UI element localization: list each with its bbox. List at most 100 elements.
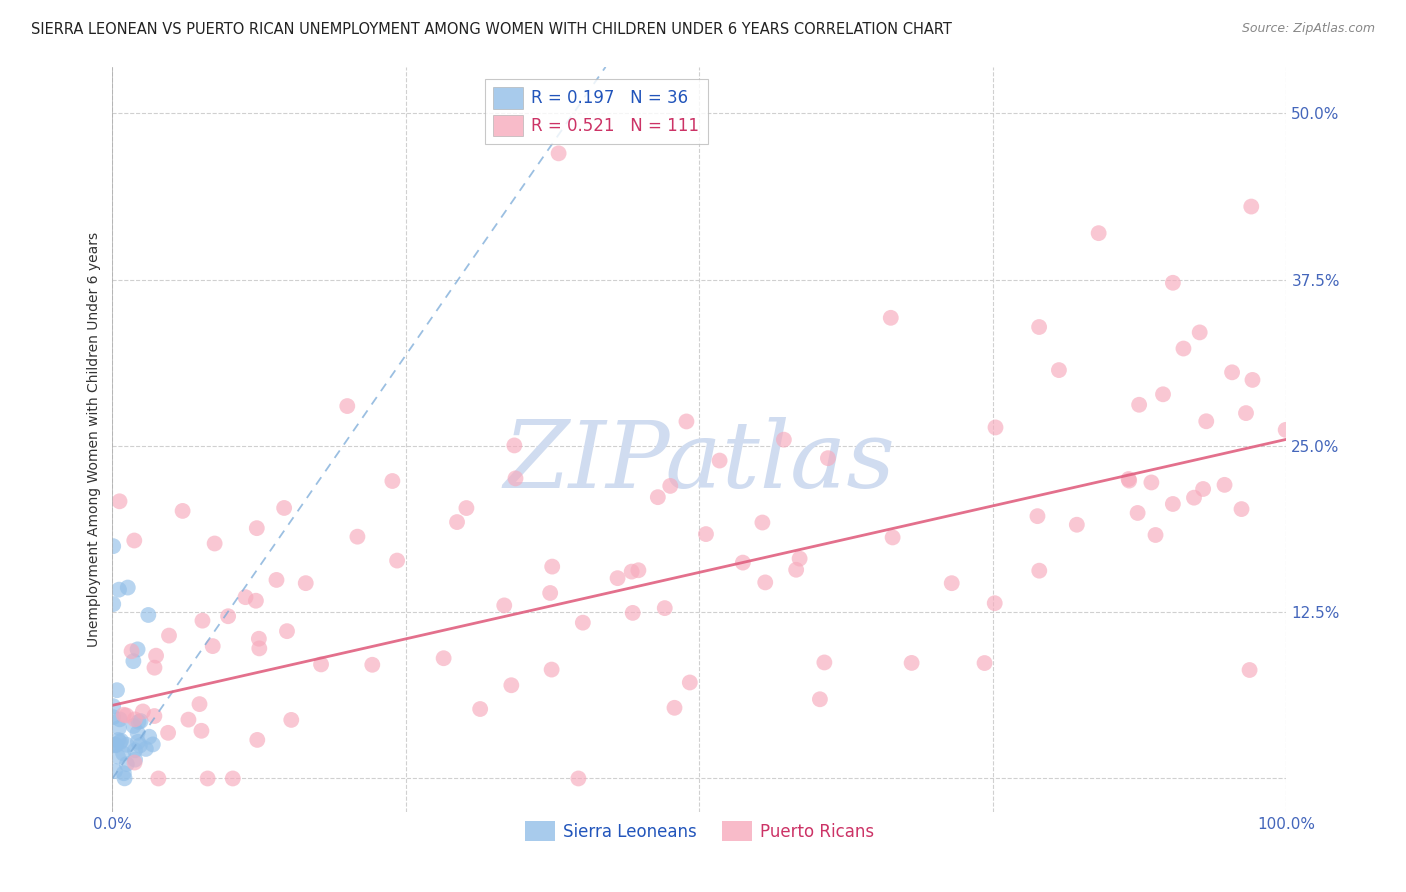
Point [456, 501, 478, 516]
Point [103, 597, 125, 611]
Point [222, 772, 245, 786]
Point [1234, 406, 1257, 420]
Point [115, 708, 138, 723]
Point [1188, 326, 1211, 340]
Point [882, 531, 904, 545]
Point [572, 615, 595, 630]
Point [112, 766, 135, 780]
Point [124, 533, 146, 548]
Point [538, 586, 561, 600]
Point [541, 559, 564, 574]
Point [135, 742, 157, 756]
Point [273, 500, 295, 515]
Point [731, 556, 754, 570]
Point [1274, 423, 1296, 437]
Point [505, 471, 527, 485]
Point [101, 699, 124, 714]
Point [235, 590, 257, 604]
Point [127, 735, 149, 749]
Point [190, 723, 212, 738]
Point [1173, 342, 1195, 356]
Point [1118, 472, 1140, 486]
Point [1241, 373, 1264, 387]
Point [108, 582, 131, 597]
Point [606, 571, 628, 585]
Point [984, 420, 1007, 434]
Point [1239, 663, 1261, 677]
Point [104, 764, 127, 778]
Point [191, 614, 214, 628]
Point [1220, 365, 1243, 379]
Point [659, 479, 682, 493]
Point [1140, 475, 1163, 490]
Point [107, 749, 129, 764]
Point [128, 739, 150, 753]
Point [785, 563, 807, 577]
Point [132, 705, 155, 719]
Point [143, 661, 166, 675]
Point [709, 453, 731, 467]
Point [122, 719, 145, 733]
Point [675, 414, 697, 428]
Point [104, 739, 127, 753]
Point [1152, 387, 1174, 401]
Point [664, 700, 686, 714]
Point [110, 733, 132, 747]
Point [813, 656, 835, 670]
Point [621, 606, 644, 620]
Point [309, 657, 332, 672]
Point [789, 551, 811, 566]
Point [1240, 200, 1263, 214]
Point [647, 490, 669, 504]
Point [217, 609, 239, 624]
Point [108, 494, 131, 508]
Point [143, 709, 166, 723]
Point [1028, 564, 1050, 578]
Point [124, 753, 146, 767]
Point [115, 738, 138, 752]
Point [336, 399, 359, 413]
Point [679, 675, 702, 690]
Point [247, 632, 270, 646]
Point [157, 726, 180, 740]
Point [567, 772, 589, 786]
Point [129, 714, 152, 728]
Point [1161, 497, 1184, 511]
Point [1230, 502, 1253, 516]
Point [361, 657, 384, 672]
Y-axis label: Unemployment Among Women with Children Under 6 years: Unemployment Among Women with Children U… [87, 232, 101, 647]
Point [754, 575, 776, 590]
Point [124, 712, 146, 726]
Point [1192, 482, 1215, 496]
Point [101, 539, 124, 553]
Point [446, 515, 468, 529]
Point [973, 656, 995, 670]
Point [1026, 509, 1049, 524]
Point [983, 596, 1005, 610]
Point [204, 536, 226, 550]
Point [817, 451, 839, 466]
Point [547, 146, 569, 161]
Point [1047, 363, 1070, 377]
Point [1213, 478, 1236, 492]
Point [128, 714, 150, 729]
Point [540, 663, 562, 677]
Point [245, 593, 267, 607]
Point [346, 530, 368, 544]
Point [104, 738, 127, 752]
Point [127, 725, 149, 739]
Text: ZIPatlas: ZIPatlas [503, 417, 896, 507]
Point [145, 648, 167, 663]
Point [266, 573, 288, 587]
Point [246, 521, 269, 535]
Point [654, 601, 676, 615]
Point [1126, 506, 1149, 520]
Point [294, 576, 316, 591]
Point [1087, 226, 1109, 240]
Point [941, 576, 963, 591]
Point [107, 733, 129, 747]
Point [177, 713, 200, 727]
Point [1066, 517, 1088, 532]
Point [494, 599, 516, 613]
Point [501, 678, 523, 692]
